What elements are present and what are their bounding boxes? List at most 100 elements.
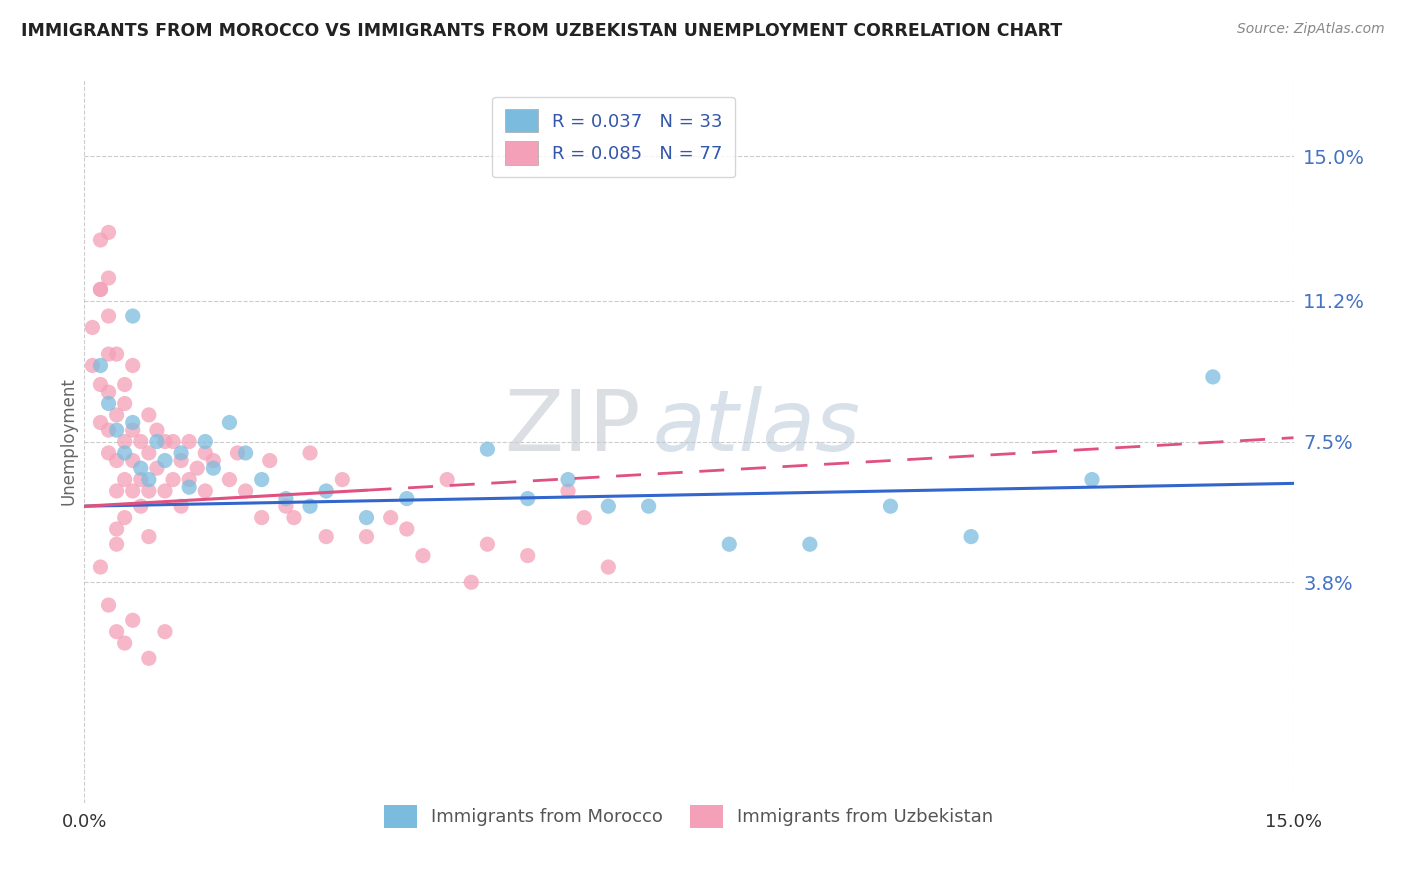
Point — [250, 473, 273, 487]
Legend: Immigrants from Morocco, Immigrants from Uzbekistan: Immigrants from Morocco, Immigrants from… — [375, 796, 1002, 837]
Point — [97, 396, 120, 410]
Point — [138, 446, 160, 460]
Point — [105, 522, 128, 536]
Point — [121, 359, 143, 373]
Point — [162, 434, 184, 449]
Point — [97, 309, 120, 323]
Point — [105, 423, 128, 437]
Point — [299, 499, 322, 513]
Point — [598, 499, 620, 513]
Point — [179, 473, 201, 487]
Point — [97, 423, 120, 437]
Point — [121, 416, 143, 430]
Point — [105, 453, 128, 467]
Text: ZIP: ZIP — [505, 385, 641, 468]
Point — [146, 423, 169, 437]
Point — [97, 385, 120, 400]
Point — [1202, 370, 1225, 384]
Point — [380, 510, 402, 524]
Point — [138, 408, 160, 422]
Point — [129, 499, 152, 513]
Point — [82, 320, 104, 334]
Point — [218, 473, 240, 487]
Point — [283, 510, 305, 524]
Point — [129, 473, 152, 487]
Point — [153, 624, 176, 639]
Point — [89, 416, 111, 430]
Point — [179, 434, 201, 449]
Point — [138, 473, 160, 487]
Point — [477, 537, 499, 551]
Point — [218, 416, 240, 430]
Point — [105, 408, 128, 422]
Point — [97, 347, 120, 361]
Point — [202, 461, 225, 475]
Point — [121, 613, 143, 627]
Point — [516, 491, 538, 506]
Point — [477, 442, 499, 457]
Point — [121, 309, 143, 323]
Point — [89, 282, 111, 296]
Point — [114, 377, 136, 392]
Point — [89, 282, 111, 296]
Point — [129, 434, 152, 449]
Point — [105, 347, 128, 361]
Point — [259, 453, 281, 467]
Point — [129, 461, 152, 475]
Point — [121, 423, 143, 437]
Point — [153, 434, 176, 449]
Point — [315, 530, 337, 544]
Point — [89, 359, 111, 373]
Point — [436, 473, 458, 487]
Point — [170, 446, 193, 460]
Point — [395, 491, 418, 506]
Point — [97, 446, 120, 460]
Point — [138, 530, 160, 544]
Point — [114, 636, 136, 650]
Point — [82, 359, 104, 373]
Point — [114, 396, 136, 410]
Point — [170, 453, 193, 467]
Point — [1081, 473, 1104, 487]
Point — [274, 491, 297, 506]
Point — [557, 473, 579, 487]
Point — [114, 473, 136, 487]
Point — [138, 483, 160, 498]
Point — [97, 271, 120, 285]
Point — [153, 483, 176, 498]
Point — [637, 499, 659, 513]
Point — [121, 453, 143, 467]
Point — [138, 651, 160, 665]
Point — [194, 483, 217, 498]
Point — [799, 537, 821, 551]
Point — [97, 226, 120, 240]
Point — [97, 598, 120, 612]
Point — [146, 434, 169, 449]
Point — [356, 530, 378, 544]
Point — [89, 560, 111, 574]
Point — [179, 480, 201, 494]
Point — [114, 434, 136, 449]
Point — [194, 446, 217, 460]
Text: IMMIGRANTS FROM MOROCCO VS IMMIGRANTS FROM UZBEKISTAN UNEMPLOYMENT CORRELATION C: IMMIGRANTS FROM MOROCCO VS IMMIGRANTS FR… — [21, 22, 1063, 40]
Point — [105, 483, 128, 498]
Point — [146, 461, 169, 475]
Point — [299, 446, 322, 460]
Point — [557, 483, 579, 498]
Point — [162, 473, 184, 487]
Point — [879, 499, 901, 513]
Point — [598, 560, 620, 574]
Point — [330, 473, 353, 487]
Y-axis label: Unemployment: Unemployment — [59, 377, 77, 506]
Point — [194, 434, 217, 449]
Point — [226, 446, 249, 460]
Point — [274, 499, 297, 513]
Point — [250, 510, 273, 524]
Point — [114, 510, 136, 524]
Point — [89, 377, 111, 392]
Point — [395, 522, 418, 536]
Point — [186, 461, 208, 475]
Point — [718, 537, 741, 551]
Point — [153, 453, 176, 467]
Point — [235, 446, 257, 460]
